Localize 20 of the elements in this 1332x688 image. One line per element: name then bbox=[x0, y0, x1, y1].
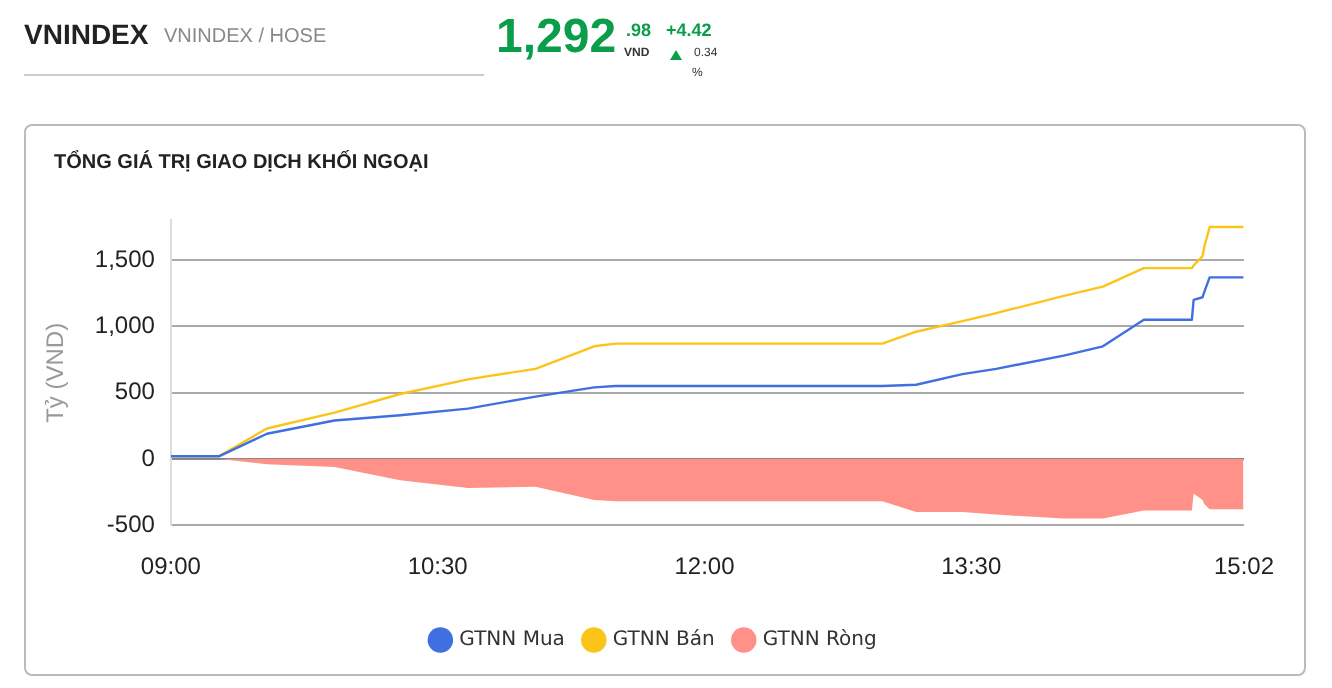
text: VNINDEX / HOSE bbox=[164, 26, 327, 48]
x-tick-label: 15:02 bbox=[1213, 552, 1275, 581]
y-tick-label: -500 bbox=[106, 509, 156, 538]
y-tick-label: 500 bbox=[114, 377, 156, 406]
x-tick-label: 12:00 bbox=[674, 552, 736, 581]
legend-label: GTNN Ròng bbox=[762, 629, 877, 652]
text: .98 bbox=[626, 20, 652, 40]
chart-title: TỔNG GIÁ TRỊ GIAO DỊCH KHỐI NGOẠI bbox=[54, 152, 429, 174]
y-axis-title: Tỷ (VND) bbox=[41, 322, 70, 423]
y-tick-label: 1,000 bbox=[94, 311, 156, 340]
x-tick-label: 13:30 bbox=[941, 552, 1002, 581]
x-tick-label: 10:30 bbox=[407, 552, 469, 581]
y-tick-label: 0 bbox=[141, 443, 156, 472]
legend-label: GTNN Mua bbox=[459, 629, 565, 652]
x-tick-label: 09:00 bbox=[140, 552, 202, 581]
text: 1,292 bbox=[496, 10, 617, 66]
text: VNINDEX bbox=[24, 18, 149, 50]
legend-label: GTNN Bán bbox=[612, 629, 715, 652]
y-tick-label: 1,500 bbox=[94, 244, 156, 273]
text: +4.42 bbox=[666, 20, 712, 40]
